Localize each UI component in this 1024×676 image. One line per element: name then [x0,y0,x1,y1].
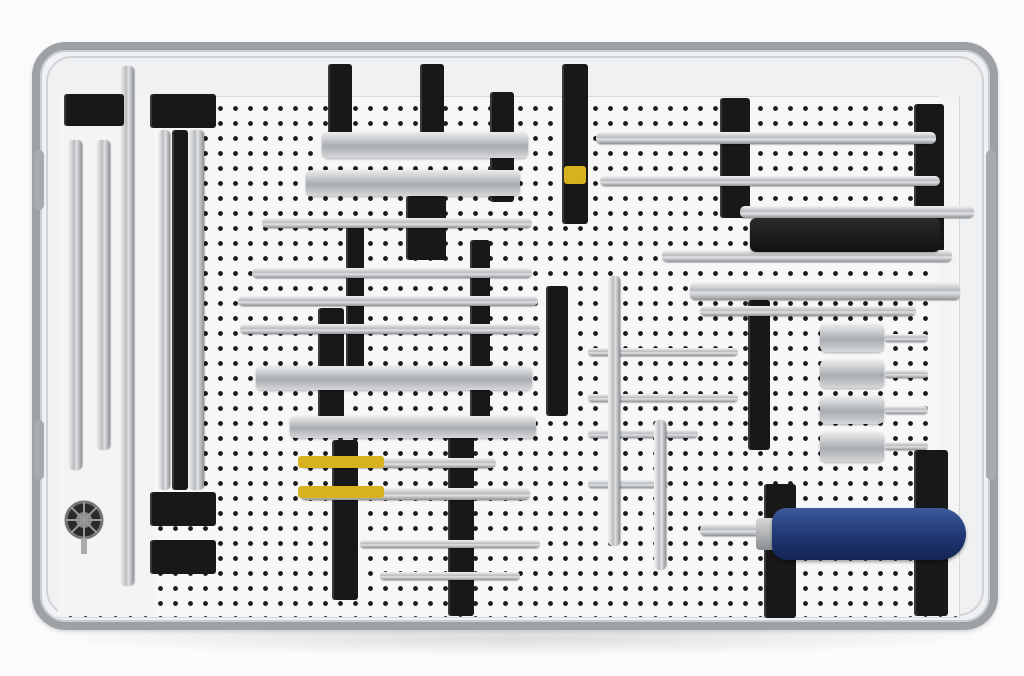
bracket [748,300,770,450]
shaft [252,268,532,278]
shaft [238,296,538,306]
drill-shank [884,334,928,342]
long-rod [600,176,940,186]
bracket-rail [172,130,188,490]
bracket [562,64,588,224]
bracket [150,492,216,526]
pin [588,394,738,402]
long-retractor-2 [96,140,110,450]
bracket [720,98,750,218]
long-retractor [68,140,82,470]
long-rod [662,250,952,262]
long-rod [690,282,960,300]
vertical-rod [654,420,666,570]
dark-case [750,218,940,252]
bracket [64,94,124,126]
shaft [300,458,496,468]
drill-shank [884,370,928,378]
drill-bit [820,432,884,462]
left-latch-lower [34,420,44,480]
drill-bit [820,324,884,352]
bracket [406,196,446,260]
pin [588,480,668,488]
tool-handle [290,416,536,438]
long-rod [700,306,916,316]
vertical-rod [608,276,620,546]
yellow-tipped-pin [298,456,384,468]
drill-bit [820,396,884,424]
drill-bit [820,360,884,388]
screwdriver-shaft [700,524,770,536]
pin [588,430,698,438]
long-guide [158,130,170,490]
tool-handle [322,132,528,158]
pin [588,348,738,356]
blue-screwdriver-handle [772,508,966,560]
shaft [262,218,532,228]
yellow-tipped-pin [298,486,384,498]
shaft [380,572,520,580]
long-rod [120,66,134,586]
long-rod [596,132,936,144]
bracket [546,286,568,416]
yellow-cap [564,166,586,184]
drill-shank [884,442,928,450]
bracket [150,94,216,128]
tool-handle [256,366,532,390]
long-guide-2 [188,130,204,490]
tool-handle [306,170,520,196]
bracket [150,540,216,574]
shaft [240,324,540,334]
drill-shank [884,406,928,414]
long-rod [740,206,974,218]
shaft [360,540,540,548]
ratchet-wheel-icon [64,500,104,554]
left-latch [34,150,44,210]
right-carry-handle [986,150,996,480]
